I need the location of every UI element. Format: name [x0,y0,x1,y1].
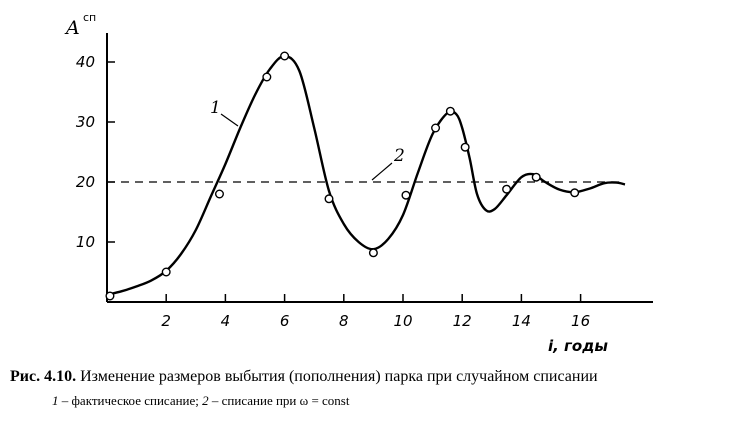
legend-item-1-number: 1 [52,393,59,408]
series-1-point [502,184,512,194]
series-1-label: 1 [210,98,221,118]
y-tick-label: 20 [76,173,95,191]
series-1-point [262,72,272,82]
x-tick-label: 16 [571,312,590,330]
series-2-label: 2 [393,146,405,166]
y-axis-label-superscript: сп [83,11,96,24]
y-tick-label: 30 [76,113,95,131]
legend-item-2-number: 2 [202,393,209,408]
x-tick-label: 10 [393,312,412,330]
series-1-point [460,142,470,152]
figure-legend: 1 – фактическое списание; 2 – списание п… [52,393,349,409]
series-1-label-leader [220,113,239,127]
x-tick-label: 2 [161,312,171,330]
x-tick-label: 14 [512,312,531,330]
series-1-point [531,172,541,182]
axis-labels: A сп i, годы 1 2 [64,11,608,355]
y-tick-label: 10 [76,233,95,251]
series-1-point [214,189,224,199]
chart-axes [106,33,653,303]
series-1-point [431,123,441,133]
series-1-point [401,190,411,200]
x-ticks: 2 4 6 8 10 12 14 16 [161,294,590,330]
x-tick-label: 12 [453,312,472,330]
series-1-point [105,291,115,301]
figure-number: Рис. 4.10. [10,368,77,385]
y-tick-label: 40 [76,53,95,71]
series-2-label-leader [371,162,393,181]
legend-item-1-text: – фактическое списание; [58,393,203,408]
figure-caption: Рис. 4.10. Изменение размеров выбытия (п… [10,368,725,386]
figure-caption-text: Изменение размеров выбытия (пополнения) … [76,368,598,385]
legend-item-2-text: – списание при ω = const [208,393,350,408]
series-layer [105,51,626,301]
series-1-curve [106,54,626,296]
x-tick-label: 6 [280,312,290,330]
series-1-point [324,194,334,204]
series-1-point [570,188,580,198]
x-tick-label: 8 [339,312,349,330]
series-1-point [445,106,455,116]
x-tick-label: 4 [221,312,231,330]
x-axis-label: i, годы [548,337,608,355]
series-1-point [161,267,171,277]
y-ticks: 10 20 30 40 [76,53,115,251]
series-1-point [280,51,290,61]
series-1-point [368,248,378,258]
y-axis-label: A [64,17,80,39]
